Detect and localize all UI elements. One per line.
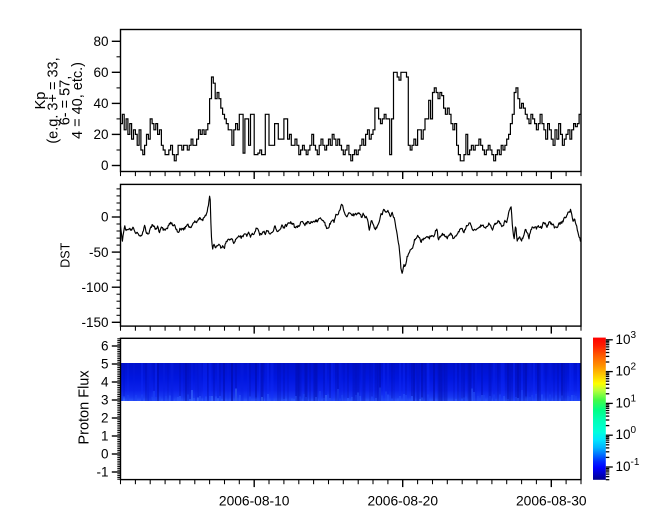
svg-text:-1: -1	[96, 465, 108, 480]
svg-text:40: 40	[93, 96, 108, 111]
svg-text:Kp: Kp	[33, 92, 49, 110]
svg-text:4: 4	[101, 375, 109, 390]
svg-text:Proton Flux: Proton Flux	[76, 370, 92, 445]
svg-text:60: 60	[93, 65, 108, 80]
svg-text:-50: -50	[89, 245, 109, 260]
svg-text:5: 5	[101, 357, 109, 372]
svg-text:2: 2	[101, 411, 109, 426]
svg-text:-100: -100	[81, 280, 108, 295]
svg-text:2006-08-20: 2006-08-20	[367, 494, 438, 509]
svg-text:6: 6	[101, 339, 109, 354]
svg-text:4 = 40, etc.): 4 = 40, etc.)	[70, 62, 86, 139]
svg-text:(e.g. 3+ = 33,: (e.g. 3+ = 33,	[45, 57, 61, 143]
svg-text:0: 0	[101, 210, 109, 225]
svg-text:2006-08-30: 2006-08-30	[516, 494, 587, 509]
svg-text:1: 1	[101, 429, 109, 444]
svg-text:6- = 57,: 6- = 57,	[58, 76, 74, 126]
svg-text:0: 0	[101, 158, 109, 173]
svg-text:80: 80	[93, 34, 108, 49]
svg-text:DST: DST	[59, 242, 73, 267]
svg-text:2006-08-10: 2006-08-10	[219, 494, 290, 509]
svg-text:-150: -150	[81, 315, 108, 330]
svg-text:20: 20	[93, 127, 108, 142]
svg-text:0: 0	[101, 447, 109, 462]
svg-text:3: 3	[101, 393, 109, 408]
